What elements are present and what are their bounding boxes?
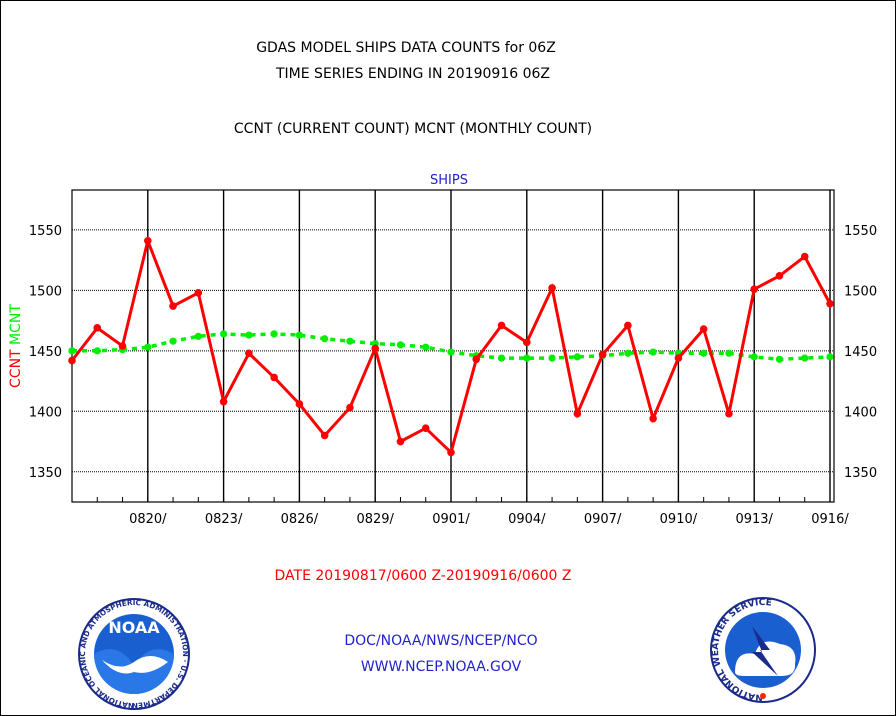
mcnt-point [68, 347, 76, 355]
ccnt-point [674, 354, 683, 362]
mcnt-point [523, 354, 531, 362]
chart-subtitle: CCNT (CURRENT COUNT) MCNT (MONTHLY COUNT… [234, 121, 592, 137]
ccnt-point [295, 400, 304, 408]
ccnt-point [800, 252, 809, 261]
ccnt-point [144, 236, 152, 245]
ccnt-point [649, 414, 657, 423]
ccnt-point [118, 342, 127, 350]
mcnt-point [447, 348, 455, 356]
mcnt-point [321, 335, 329, 343]
mcnt-point [700, 349, 708, 357]
mcnt-point [194, 332, 202, 340]
y-axis-label-ccnt: CCNT [8, 349, 24, 388]
x-tick-label: 0910/ [660, 512, 698, 527]
x-tick-label: 0826/ [281, 512, 319, 527]
ccnt-point [548, 284, 556, 292]
chart-title-line-1: GDAS MODEL SHIPS DATA COUNTS for 06Z [256, 40, 556, 56]
y-tick-label-left: 1550 [29, 224, 62, 239]
x-axis-ticks: 0820/0823/0826/0829/0901/0904/0907/0910/… [129, 512, 849, 527]
y-tick-label-left: 1500 [29, 284, 62, 299]
x-tick-label: 0913/ [735, 512, 773, 527]
ccnt-point [219, 397, 228, 406]
mcnt-point [270, 330, 278, 338]
ccnt-point [826, 299, 834, 308]
ccnt-point [725, 409, 733, 418]
y-tick-label-right: 1350 [844, 466, 877, 481]
website-text: WWW.NCEP.NOAA.GOV [361, 659, 522, 675]
mcnt-point [422, 343, 430, 351]
ccnt-point [396, 437, 405, 446]
x-tick-label: 0904/ [508, 512, 546, 527]
x-axis-label: DATE 20190817/0600 Z-20190916/0600 Z [275, 568, 572, 584]
mcnt-point [245, 331, 253, 339]
ccnt-point [421, 424, 430, 433]
mcnt-point [93, 347, 101, 355]
nws-logo: NATIONAL WEATHER SERVICE [710, 597, 816, 703]
y-tick-label-left: 1350 [29, 466, 62, 481]
x-tick-label: 0916/ [811, 512, 849, 527]
mcnt-point [144, 343, 152, 351]
x-tick-label: 0823/ [205, 512, 243, 527]
plot-area [71, 189, 835, 503]
ccnt-point [598, 350, 607, 359]
ccnt-point [775, 272, 784, 280]
ccnt-point [699, 325, 708, 333]
ccnt-point [523, 338, 531, 347]
mcnt-point [169, 337, 177, 345]
y-axis-ticks: 1350 1350 1400 1400 1450 1450 1500 1500 1550 1550 [29, 224, 877, 481]
mcnt-point [346, 337, 354, 345]
mcnt-point [573, 353, 581, 361]
ccnt-point [624, 321, 632, 330]
ccnt-point [346, 403, 354, 412]
chart-title-line-2: TIME SERIES ENDING IN 20190916 06Z [275, 66, 550, 82]
mcnt-point [826, 353, 834, 361]
agency-text: DOC/NOAA/NWS/NCEP/NCO [344, 633, 537, 649]
x-tick-label: 0901/ [432, 512, 470, 527]
x-tick-label: 0820/ [129, 512, 167, 527]
y-axis-label-mcnt: MCNT [8, 304, 24, 345]
mcnt-point [725, 349, 733, 357]
mcnt-point [548, 354, 556, 362]
ccnt-point [245, 349, 253, 358]
mcnt-point [396, 341, 405, 349]
mcnt-point [775, 355, 784, 363]
y-tick-label-right: 1450 [844, 345, 877, 360]
ccnt-point [93, 324, 102, 332]
ccnt-point [750, 285, 758, 293]
ccnt-point [194, 288, 203, 297]
ccnt-point [270, 373, 278, 382]
ccnt-point [497, 321, 506, 330]
series-ccnt [68, 235, 834, 457]
y-tick-label-right: 1400 [844, 405, 877, 420]
y-tick-label-left: 1400 [29, 405, 62, 420]
y-axis-label: CCNT MCNT [8, 304, 24, 388]
mcnt-point [750, 353, 758, 361]
mcnt-point [220, 330, 228, 338]
ccnt-point [68, 356, 76, 365]
ccnt-point [573, 409, 582, 418]
mcnt-point [295, 331, 303, 339]
noaa-logo-text: NOAA [108, 618, 160, 637]
y-tick-label-right: 1500 [844, 284, 877, 299]
y-tick-label-left: 1450 [29, 345, 62, 360]
ccnt-point [371, 344, 380, 353]
mcnt-point [801, 354, 809, 362]
ccnt-point [447, 448, 455, 457]
mcnt-point [649, 348, 657, 356]
mcnt-point [497, 354, 506, 362]
ccnt-point [169, 302, 177, 310]
mcnt-point [624, 349, 632, 357]
x-tick-label: 0829/ [356, 512, 394, 527]
y-tick-label-right: 1550 [844, 224, 877, 239]
ccnt-point [472, 355, 481, 364]
panel-label: SHIPS [430, 173, 468, 188]
ccnt-point [320, 431, 329, 440]
x-tick-label: 0907/ [584, 512, 622, 527]
